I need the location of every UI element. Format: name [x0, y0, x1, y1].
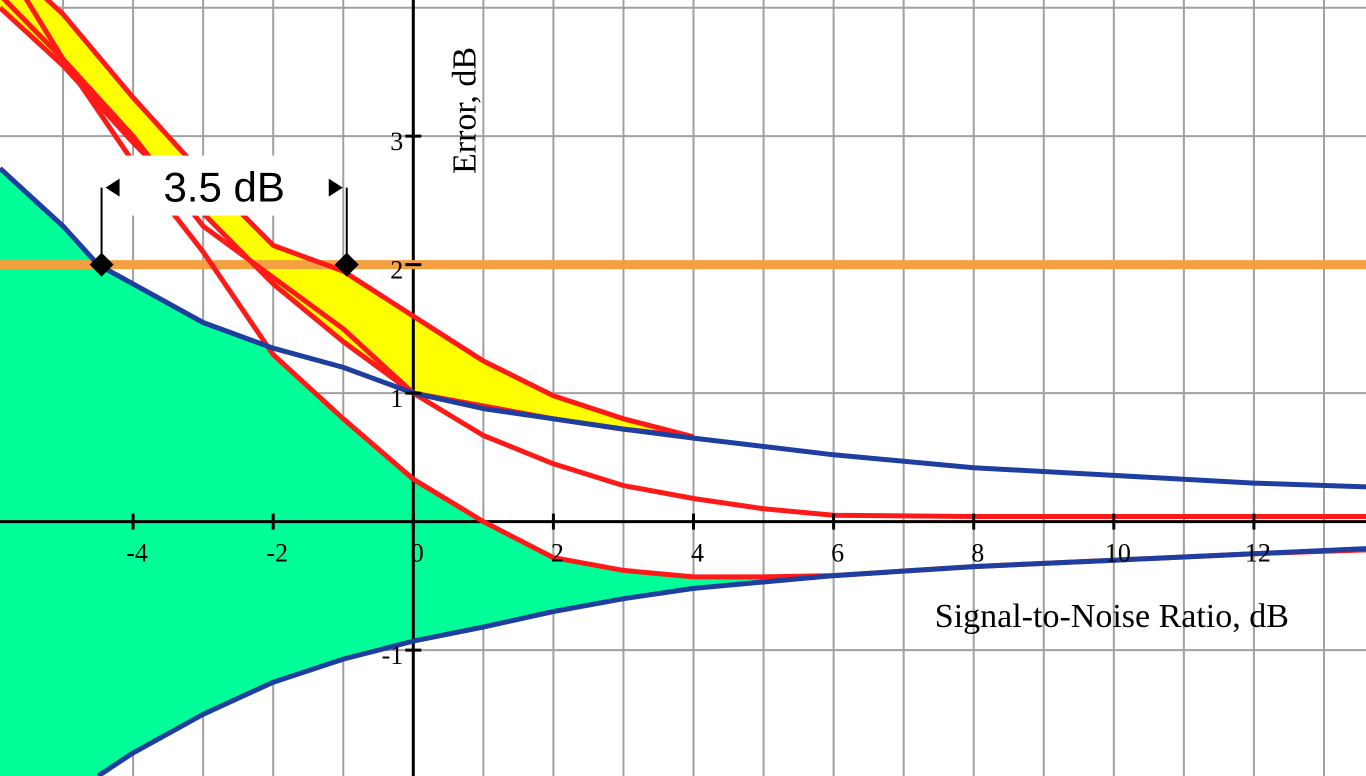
x-tick-label: 0 — [411, 539, 424, 568]
y-tick-label: 1 — [390, 384, 403, 413]
annotation-arrow-left — [105, 178, 120, 197]
tick-labels: -4 -2 0 2 4 6 8 10 12 3 2 1 -1 — [126, 127, 1271, 670]
green-region — [0, 168, 1366, 776]
annotation-background — [121, 155, 327, 216]
x-tick-label: 12 — [1245, 539, 1271, 568]
x-tick-label: 2 — [551, 539, 564, 568]
x-axis-title: Signal-to-Noise Ratio, dB — [935, 598, 1289, 635]
x-tick-label: 6 — [831, 539, 844, 568]
x-tick-label: 8 — [971, 539, 984, 568]
yellow-band — [0, 0, 694, 437]
y-axis-title: Error, dB — [446, 47, 483, 174]
x-tick-label: -2 — [266, 539, 288, 568]
annotation-arrow-right — [328, 178, 343, 197]
series-blue-lower — [96, 546, 1366, 776]
x-tick-label: -4 — [126, 539, 148, 568]
y-tick-label: 3 — [390, 127, 403, 156]
y-tick-label: -1 — [382, 641, 404, 670]
y-tick-label: 2 — [390, 256, 403, 285]
x-tick-label: 4 — [691, 539, 704, 568]
series-blue-upper — [0, 166, 1366, 490]
annotation-group: 3.5 dB — [89, 155, 359, 277]
x-tick-label: 10 — [1105, 539, 1131, 568]
annotation-label: 3.5 dB — [163, 164, 284, 211]
